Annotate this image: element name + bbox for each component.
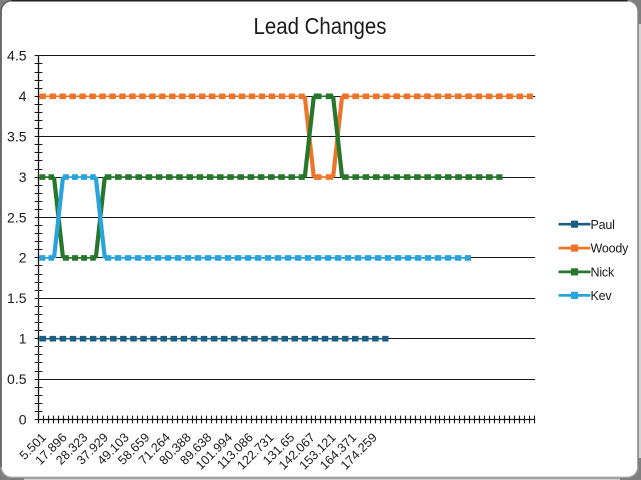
svg-text:0.5: 0.5 [7, 371, 27, 387]
svg-text:4: 4 [19, 88, 27, 104]
svg-text:1.5: 1.5 [7, 290, 27, 306]
svg-text:Woody: Woody [591, 242, 630, 256]
svg-text:3: 3 [19, 169, 27, 185]
svg-text:0: 0 [19, 411, 27, 427]
svg-text:4.5: 4.5 [7, 48, 27, 64]
svg-text:Paul: Paul [591, 218, 615, 232]
svg-text:2: 2 [19, 250, 27, 266]
svg-text:Lead Changes: Lead Changes [254, 13, 387, 39]
svg-text:Nick: Nick [591, 266, 615, 280]
svg-text:3.5: 3.5 [7, 129, 27, 145]
svg-text:1: 1 [19, 331, 27, 347]
svg-text:Kev: Kev [591, 289, 613, 303]
svg-text:2.5: 2.5 [7, 209, 27, 225]
